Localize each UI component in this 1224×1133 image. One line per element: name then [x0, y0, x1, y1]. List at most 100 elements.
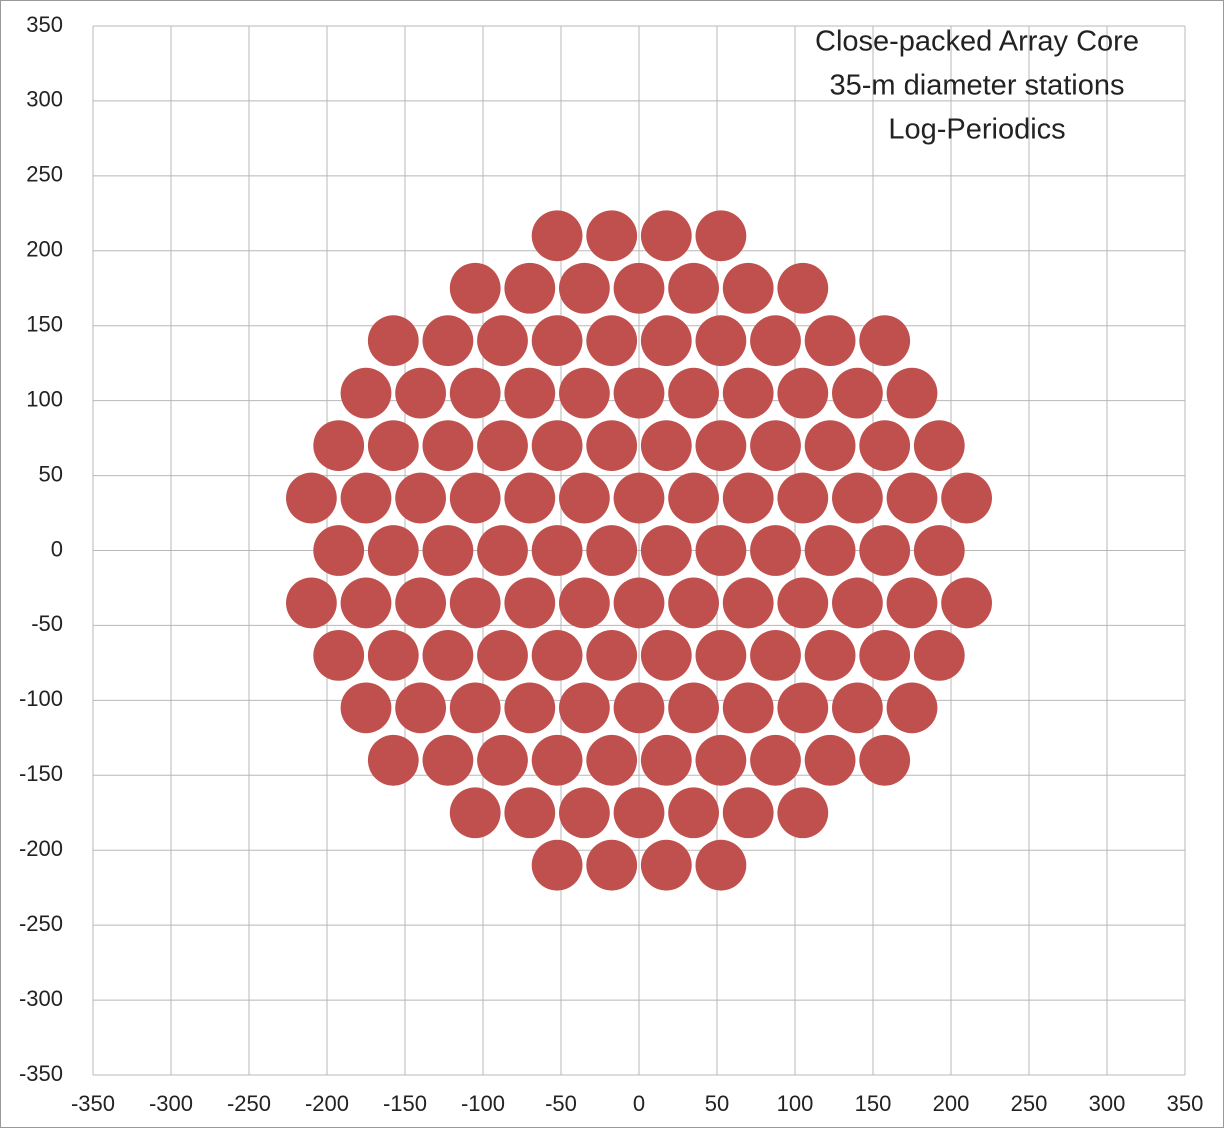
- station-marker: [750, 525, 801, 576]
- station-marker: [477, 734, 528, 786]
- station-marker: [640, 315, 692, 367]
- station-marker: [668, 262, 719, 314]
- station-marker: [313, 420, 365, 471]
- station-marker: [695, 630, 747, 681]
- station-marker: [504, 367, 556, 419]
- station-marker: [531, 839, 583, 891]
- station-marker: [504, 472, 556, 524]
- station-marker: [941, 577, 992, 629]
- station-marker: [559, 577, 610, 629]
- station-marker: [859, 315, 911, 367]
- station-marker: [504, 682, 556, 734]
- station-marker: [777, 367, 829, 419]
- station-marker: [695, 315, 747, 367]
- station-marker: [586, 210, 638, 262]
- x-tick-label: -200: [305, 1091, 349, 1116]
- station-marker: [340, 367, 392, 419]
- y-tick-label: 300: [26, 87, 63, 112]
- station-marker: [422, 315, 474, 367]
- station-marker: [668, 472, 719, 524]
- station-marker: [722, 367, 774, 419]
- annotation: Log-Periodics: [888, 114, 1065, 146]
- station-marker: [559, 472, 610, 524]
- station-marker: [640, 525, 692, 576]
- station-marker: [640, 734, 692, 786]
- station-marker: [777, 472, 829, 524]
- station-marker: [886, 577, 938, 629]
- station-marker: [367, 734, 419, 786]
- annotation: 35-m diameter stations: [830, 70, 1125, 102]
- station-marker: [559, 682, 610, 734]
- station-marker: [804, 420, 856, 471]
- station-marker: [395, 472, 446, 524]
- station-marker: [586, 734, 638, 786]
- station-marker: [449, 472, 501, 524]
- y-tick-label: -50: [31, 611, 63, 636]
- station-marker: [886, 682, 938, 734]
- station-marker: [477, 525, 528, 576]
- station-marker: [640, 420, 692, 471]
- station-marker: [668, 367, 719, 419]
- station-marker: [695, 210, 747, 262]
- station-marker: [913, 630, 965, 681]
- x-tick-label: 0: [633, 1091, 645, 1116]
- station-marker: [750, 315, 801, 367]
- station-marker: [422, 420, 474, 471]
- station-marker: [777, 682, 829, 734]
- station-marker: [313, 630, 365, 681]
- station-marker: [395, 682, 446, 734]
- station-marker: [422, 630, 474, 681]
- x-tick-label: -350: [71, 1091, 115, 1116]
- y-tick-label: 150: [26, 312, 63, 337]
- station-marker: [367, 525, 419, 576]
- x-tick-label: -100: [461, 1091, 505, 1116]
- station-marker: [695, 839, 747, 891]
- station-marker: [640, 630, 692, 681]
- station-marker: [449, 787, 501, 839]
- station-marker: [832, 577, 883, 629]
- station-marker: [313, 525, 365, 576]
- station-marker: [750, 420, 801, 471]
- x-tick-label: 50: [705, 1091, 729, 1116]
- station-marker: [722, 682, 774, 734]
- station-marker: [695, 420, 747, 471]
- x-tick-label: -250: [227, 1091, 271, 1116]
- station-marker: [640, 839, 692, 891]
- y-tick-label: 200: [26, 237, 63, 262]
- station-marker: [613, 682, 665, 734]
- station-marker: [449, 367, 501, 419]
- station-marker: [640, 210, 692, 262]
- station-marker: [804, 525, 856, 576]
- station-marker: [477, 315, 528, 367]
- station-marker: [340, 577, 392, 629]
- x-tick-label: 300: [1089, 1091, 1126, 1116]
- station-marker: [395, 367, 446, 419]
- station-marker: [777, 787, 829, 839]
- station-marker: [913, 420, 965, 471]
- station-marker: [395, 577, 446, 629]
- station-marker: [859, 525, 911, 576]
- station-marker: [531, 315, 583, 367]
- station-marker: [804, 734, 856, 786]
- x-tick-label: 350: [1167, 1091, 1204, 1116]
- station-marker: [422, 734, 474, 786]
- station-marker: [859, 630, 911, 681]
- x-tick-label: 100: [777, 1091, 814, 1116]
- station-marker: [804, 630, 856, 681]
- station-marker: [722, 262, 774, 314]
- station-marker: [531, 734, 583, 786]
- x-tick-label: 200: [933, 1091, 970, 1116]
- y-tick-label: 0: [51, 536, 63, 561]
- station-marker: [559, 262, 610, 314]
- station-marker: [340, 472, 392, 524]
- y-tick-label: 350: [26, 12, 63, 37]
- station-marker: [586, 420, 638, 471]
- station-marker: [504, 787, 556, 839]
- station-marker: [449, 262, 501, 314]
- station-marker: [613, 262, 665, 314]
- y-tick-label: -150: [19, 761, 63, 786]
- station-marker: [504, 262, 556, 314]
- y-tick-label: 250: [26, 162, 63, 187]
- station-marker: [804, 315, 856, 367]
